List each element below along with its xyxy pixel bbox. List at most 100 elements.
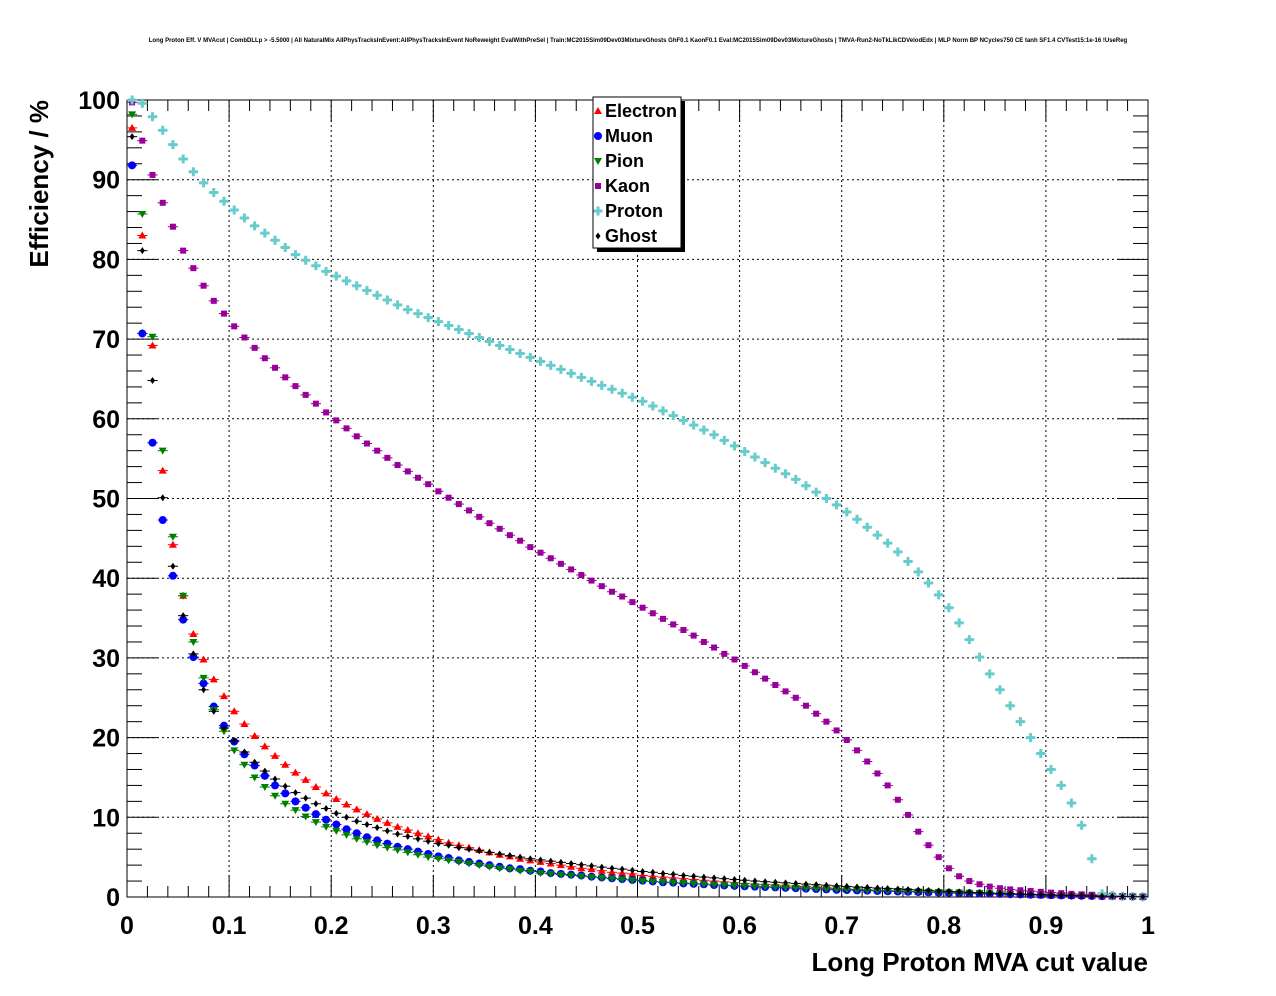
data-point [200,282,207,289]
data-point [883,538,893,548]
data-point [179,592,188,600]
data-point [240,720,249,728]
data-point [678,415,688,425]
data-point [311,261,321,271]
data-point [576,372,586,382]
data-point [129,133,135,141]
data-point [770,463,780,473]
data-point [497,850,503,858]
data-point [382,295,392,305]
data-point [986,883,993,890]
data-point [168,140,178,150]
data-point [158,516,167,525]
data-point [670,621,677,628]
data-point [872,530,882,540]
data-point [414,474,421,481]
data-point [1017,890,1023,898]
data-point [720,882,729,890]
data-point [721,875,727,883]
data-point [771,884,780,892]
data-point [363,440,370,447]
data-point [608,588,615,595]
legend-label-muon: Muon [605,126,653,146]
data-point [250,774,259,782]
data-point [752,877,758,885]
data-point [821,494,831,503]
data-point [446,841,452,849]
data-point [354,817,360,825]
data-point [1087,854,1097,864]
data-point [424,832,433,840]
data-point [607,384,617,394]
data-point [209,675,218,683]
legend-label-electron: Electron [605,101,677,121]
data-point [638,878,647,886]
data-point [331,271,341,281]
data-point [801,885,810,893]
data-point [364,820,370,828]
data-point [158,125,168,135]
data-point [668,411,678,421]
data-point [546,870,555,878]
data-point [946,887,952,895]
data-point [750,452,760,462]
data-point [128,161,137,170]
data-point [486,520,493,527]
data-point [403,305,413,315]
data-point [659,878,668,886]
data-point [975,652,985,662]
data-point [709,430,719,440]
data-point [333,417,340,424]
data-point [842,507,852,517]
data-point [1056,780,1066,790]
data-point [332,794,341,802]
data-point [852,514,862,524]
data-point [1109,892,1115,900]
data-point [1015,717,1025,727]
data-point [792,694,799,701]
data-point [128,111,137,119]
data-point [699,881,708,889]
data-point [812,885,821,893]
legend-marker-ghost [595,232,601,240]
data-point [159,199,166,206]
data-point [149,171,156,178]
data-point [127,95,137,105]
data-point [465,860,474,868]
data-point [170,562,176,570]
data-point [791,474,801,484]
data-point [506,532,513,539]
data-point [454,858,463,866]
data-point [199,655,208,663]
data-point [956,873,963,880]
data-point [180,612,186,620]
data-point [455,501,462,508]
data-point [260,771,269,780]
data-point [1007,890,1013,898]
data-point [649,610,656,617]
data-point [342,831,351,839]
data-point [373,842,382,850]
data-point [997,889,1003,897]
x-tick-label: 0 [120,912,134,940]
data-point [434,835,443,843]
data-point [262,767,268,775]
data-point [383,818,392,826]
data-point [690,632,697,639]
data-point [352,805,361,813]
data-point [180,247,187,254]
data-point [884,782,891,789]
data-point [1130,893,1136,901]
data-point [547,555,554,562]
data-point [230,747,239,755]
data-point [1048,891,1054,899]
data-point [925,886,931,894]
data-point [291,768,300,776]
data-point [536,870,545,878]
series-ghost [127,133,1148,901]
data-point [813,710,820,717]
data-point [425,837,431,845]
data-point [985,669,995,679]
data-point [444,857,453,865]
